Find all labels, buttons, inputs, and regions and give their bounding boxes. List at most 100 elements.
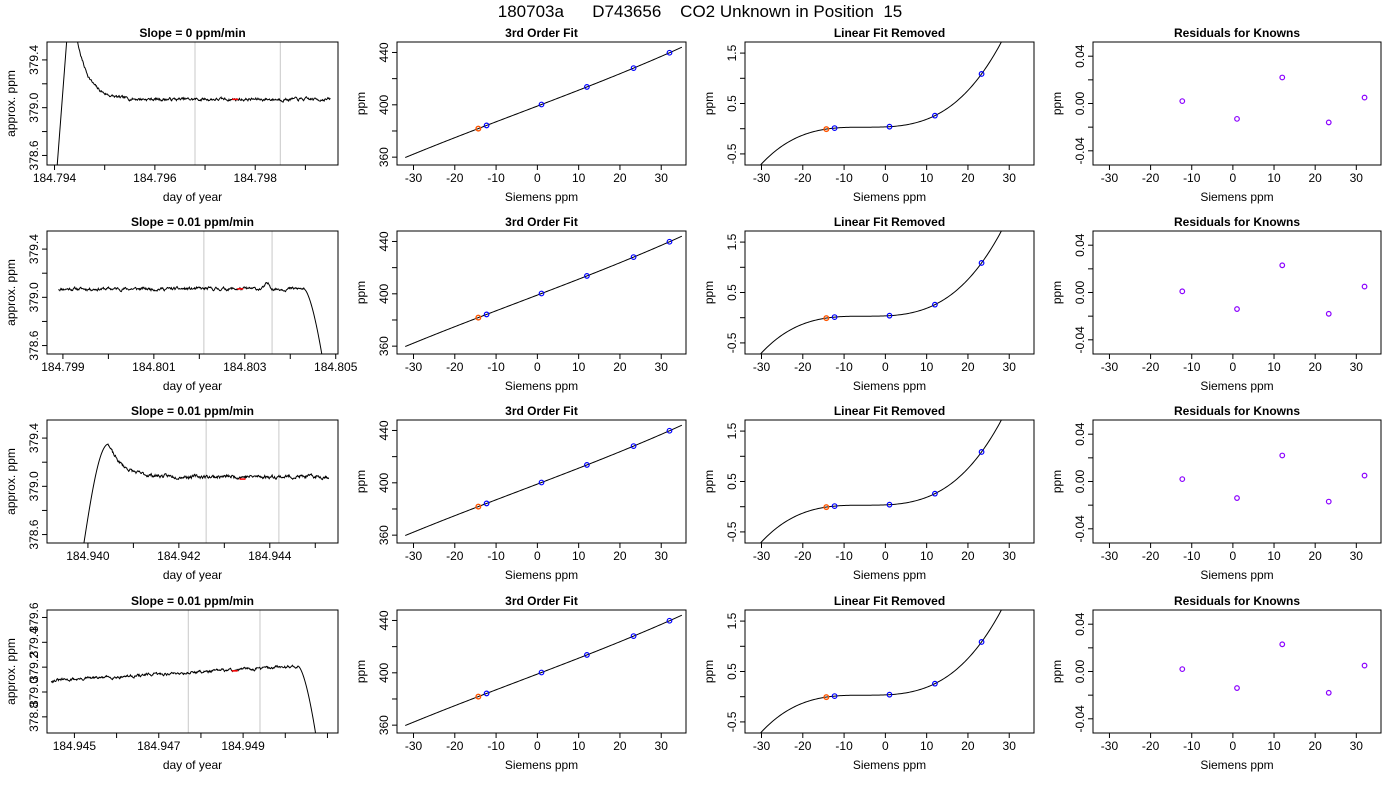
x-axis-label: Siemens ppm — [853, 758, 926, 772]
x-axis-label: day of year — [163, 758, 222, 772]
y-tick-label: -0.5 — [725, 143, 739, 164]
panel-3-4: Residuals for Knowns -30 -20 -10 0 10 20 30 -0.0… — [1050, 404, 1382, 582]
series-line — [50, 664, 317, 733]
x-axis-label: Siemens ppm — [853, 568, 926, 582]
known-point — [483, 690, 490, 697]
residual-point — [1179, 98, 1186, 105]
y-tick-label: 379.4 — [27, 423, 41, 453]
x-tick-label: -20 — [446, 549, 464, 563]
known-point — [666, 617, 673, 624]
known-point — [978, 71, 985, 77]
x-tick-label: 20 — [961, 549, 975, 563]
y-axis-label: ppm — [354, 660, 368, 683]
x-tick-label: 10 — [920, 739, 934, 753]
residual-point — [1234, 115, 1240, 122]
known-point — [630, 633, 637, 640]
x-axis-label: Siemens ppm — [505, 568, 578, 582]
residual-point — [1179, 666, 1186, 673]
panel-title: Linear Fit Removed — [834, 594, 945, 608]
x-tick-label: -10 — [487, 360, 505, 374]
y-tick-label: 360 — [377, 147, 391, 167]
panel-title: Linear Fit Removed — [834, 26, 945, 40]
plot-area — [56, 42, 331, 165]
known-point — [538, 101, 545, 108]
plot-frame — [744, 230, 1035, 355]
y-tick-label: 360 — [377, 336, 391, 356]
x-tick-label: 10 — [1267, 549, 1281, 563]
y-axis-label: ppm — [702, 470, 716, 493]
x-tick-label: -10 — [1183, 171, 1201, 185]
plot-area — [405, 46, 683, 158]
known-point — [831, 503, 838, 510]
y-tick-label: 440 — [377, 420, 391, 440]
known-point — [483, 122, 490, 129]
x-tick-label: 184.945 — [53, 739, 97, 753]
residual-point — [1325, 498, 1332, 505]
y-tick-label: 400 — [377, 283, 391, 303]
x-axis-label: Siemens ppm — [505, 190, 578, 204]
panel-2-2: 3rd Order Fit -30 -20 -10 0 10 20 30 360 400 440 Si… — [354, 215, 687, 393]
fit-curve — [405, 614, 683, 726]
y-tick-label: -0.04 — [1073, 705, 1087, 733]
y-tick-label: 440 — [377, 231, 391, 251]
x-tick-label: 0 — [882, 549, 889, 563]
panel-2-4: Residuals for Knowns -30 -20 -10 0 10 20 30 -0.0… — [1050, 215, 1382, 393]
series-line — [56, 42, 331, 165]
plot-area — [83, 420, 330, 543]
known-point — [886, 501, 893, 508]
known-point — [1015, 195, 1020, 200]
x-axis-label: Siemens ppm — [1200, 379, 1273, 393]
y-tick-label: 0.04 — [1073, 233, 1087, 257]
known-point — [630, 65, 637, 72]
plot-area — [58, 231, 323, 354]
y-tick-label: 0.5 — [725, 95, 739, 112]
plot-frame — [1092, 230, 1382, 355]
panel-title: Slope = 0.01 ppm/min — [131, 404, 254, 418]
plot-area — [405, 614, 683, 726]
x-tick-label: -30 — [405, 739, 423, 753]
plot-frame — [744, 609, 1035, 734]
y-tick-label: -0.5 — [725, 521, 739, 542]
x-tick-label: 184.949 — [221, 739, 265, 753]
known-point — [630, 254, 637, 261]
y-tick-label: 379.0 — [27, 282, 41, 312]
x-tick-label: 10 — [920, 171, 934, 185]
x-tick-label: 30 — [655, 549, 669, 563]
y-tick-label: 378.6 — [27, 519, 41, 549]
y-tick-label: 379.0 — [27, 92, 41, 122]
known-point — [483, 311, 490, 318]
y-axis-label: ppm — [354, 92, 368, 115]
y-tick-label: 1.5 — [725, 612, 739, 629]
panel-3-2: 3rd Order Fit -30 -20 -10 0 10 20 30 360 400 440 Si… — [354, 404, 687, 582]
x-tick-label: -10 — [1183, 549, 1201, 563]
x-tick-label: -30 — [753, 739, 771, 753]
x-tick-label: 10 — [572, 549, 586, 563]
known-point — [630, 443, 637, 450]
y-axis-label: ppm — [354, 281, 368, 304]
x-tick-label: 30 — [655, 360, 669, 374]
residual-point — [1361, 662, 1368, 669]
x-tick-label: -30 — [1101, 360, 1119, 374]
panel-4-2: 3rd Order Fit -30 -20 -10 0 10 20 30 360 400 440 Si… — [354, 594, 687, 772]
x-axis-label: Siemens ppm — [1200, 568, 1273, 582]
panel-title: 3rd Order Fit — [505, 404, 578, 418]
y-axis-label: approx. ppm — [4, 448, 18, 515]
x-tick-label: 30 — [1003, 739, 1017, 753]
x-tick-label: -20 — [446, 360, 464, 374]
series-line — [83, 443, 330, 543]
known-point — [932, 490, 938, 497]
panel-4-3: Linear Fit Removed -30 -20 -10 0 10 20 30 -0.5 0.… — [702, 594, 1035, 772]
known-point — [978, 260, 985, 266]
x-tick-label: -20 — [794, 549, 812, 563]
y-axis-label: ppm — [354, 470, 368, 493]
residual-point — [1179, 476, 1186, 483]
y-tick-label: 400 — [377, 94, 391, 114]
y-tick-label: 379.0 — [27, 471, 41, 501]
y-axis-label: ppm — [1050, 281, 1064, 304]
x-tick-label: 30 — [1003, 360, 1017, 374]
x-tick-label: -10 — [835, 549, 853, 563]
plot-area — [1179, 74, 1368, 126]
plot-area — [1179, 641, 1368, 696]
x-tick-label: 0 — [882, 171, 889, 185]
plot-area — [1179, 262, 1368, 317]
